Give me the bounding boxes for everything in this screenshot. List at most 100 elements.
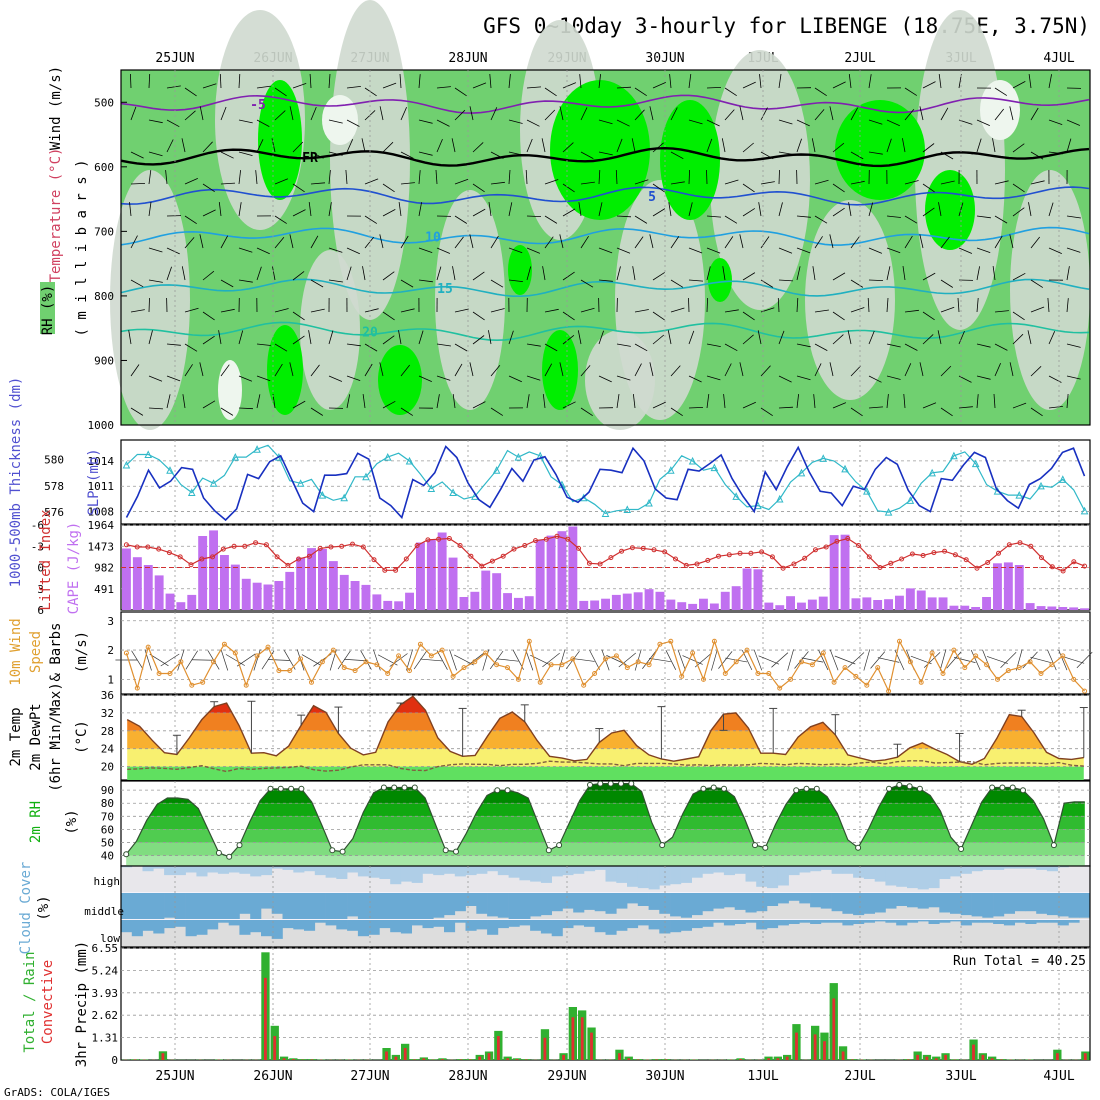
wind-barb (922, 207, 935, 217)
thickness-point (710, 463, 719, 472)
cape-tick-label: 1473 (88, 540, 115, 553)
wind-barb (544, 236, 554, 249)
cloud-cell (164, 920, 176, 929)
thickness-point (971, 459, 980, 468)
wind-barb (274, 236, 285, 249)
wind-barb (598, 247, 613, 254)
cloud-cell (185, 893, 197, 919)
pressure-tick-label: 500 (94, 96, 114, 109)
wind-barb (166, 375, 181, 382)
rh-very-low-region (322, 95, 358, 145)
wind-barb (508, 74, 511, 89)
lifted-index-point (166, 550, 172, 556)
wind-barb (670, 365, 681, 377)
rh-point (710, 784, 717, 791)
wind-speed-point (352, 668, 358, 674)
cloud-cell (680, 893, 692, 918)
wind-barb (289, 234, 294, 249)
rh-band (126, 790, 1085, 804)
rh-high-region (708, 258, 732, 302)
wind-barb (706, 394, 710, 409)
wind-speed-point (232, 650, 238, 656)
wind-barb (166, 247, 180, 255)
wind-barb (418, 375, 432, 382)
wind-barb (542, 266, 546, 281)
cape-bar (590, 600, 600, 610)
wind-barb (256, 343, 271, 346)
wind-barb (526, 215, 542, 217)
thickness-point (492, 466, 501, 474)
wind-barb (238, 279, 253, 283)
wind-speed-point (820, 650, 826, 656)
cloud-cell (907, 893, 919, 908)
precip-convective-bar (934, 1058, 938, 1060)
wind-barb (382, 335, 395, 345)
wind-barb (418, 119, 433, 124)
lifted-index-point (608, 555, 614, 561)
wind-barb (148, 330, 153, 345)
wind-barb (346, 119, 360, 127)
wind-barb (382, 82, 397, 89)
wind-barb (130, 183, 146, 185)
wind-barb (739, 362, 744, 377)
lifted-index-point (489, 558, 495, 564)
wind-barb (1066, 343, 1081, 348)
wind-speed-point (363, 659, 369, 665)
wind-barb (472, 401, 486, 409)
wind-barb (184, 237, 195, 249)
wind-speed-point (657, 641, 663, 647)
rh-low-region (435, 190, 505, 410)
cloud-cell (874, 920, 886, 922)
wind-speed-point (450, 673, 456, 679)
cape-bar (416, 542, 425, 610)
surface-wind-barb (131, 650, 144, 670)
wind-barb (289, 362, 294, 377)
cape-bar (209, 530, 218, 610)
wind-speed-point (1016, 665, 1022, 671)
wind-barb (706, 343, 721, 347)
wind-barb (634, 343, 648, 352)
surface-wind-barb (1076, 651, 1093, 669)
wind-speed-point (211, 659, 216, 665)
wind-barb (544, 308, 559, 313)
cloud-cell (433, 893, 445, 918)
wind-speed-point (276, 668, 282, 674)
wind-barb (1048, 202, 1054, 217)
cloud-level-middle: middle (84, 905, 124, 918)
cape-bar (241, 578, 251, 610)
wind-barb (724, 236, 734, 249)
cloud-cell (508, 920, 520, 927)
wind-barb (328, 330, 334, 345)
wind-barb (796, 247, 811, 254)
wind-barb (1030, 407, 1043, 417)
precip-convective-bar (851, 1059, 854, 1060)
cloud-cell (293, 920, 305, 930)
wind-barb (148, 375, 163, 382)
temperature-axis-label-2: 2m DewPt (28, 703, 44, 770)
lifted-index-point (360, 544, 366, 550)
wind-barb (166, 139, 174, 153)
surface-wind-barb (771, 652, 789, 668)
wind-barb (848, 202, 852, 217)
precip-convective-bar (422, 1058, 426, 1060)
wind-speed-point (744, 647, 750, 653)
precip-convective-bar (776, 1058, 780, 1060)
wind-barb (148, 119, 163, 124)
wind-barb (418, 151, 433, 156)
rh-point (721, 785, 727, 792)
cloud-cell (142, 893, 154, 919)
cloud-cell (971, 920, 983, 923)
cape-bar (492, 573, 502, 610)
wind-speed-point (701, 676, 706, 682)
rh-high-region (660, 100, 720, 220)
cape-bar (503, 593, 512, 610)
cloud-cell (282, 920, 294, 929)
lifted-index-tick-label: 0 (37, 562, 44, 575)
cloud-cell (185, 920, 197, 937)
wind-barb (940, 107, 949, 121)
wind-barb (292, 271, 305, 281)
cloud-cell (347, 893, 359, 917)
wind-barb (398, 202, 402, 217)
lifted-index-point (511, 546, 517, 552)
wind-barb (958, 330, 965, 345)
